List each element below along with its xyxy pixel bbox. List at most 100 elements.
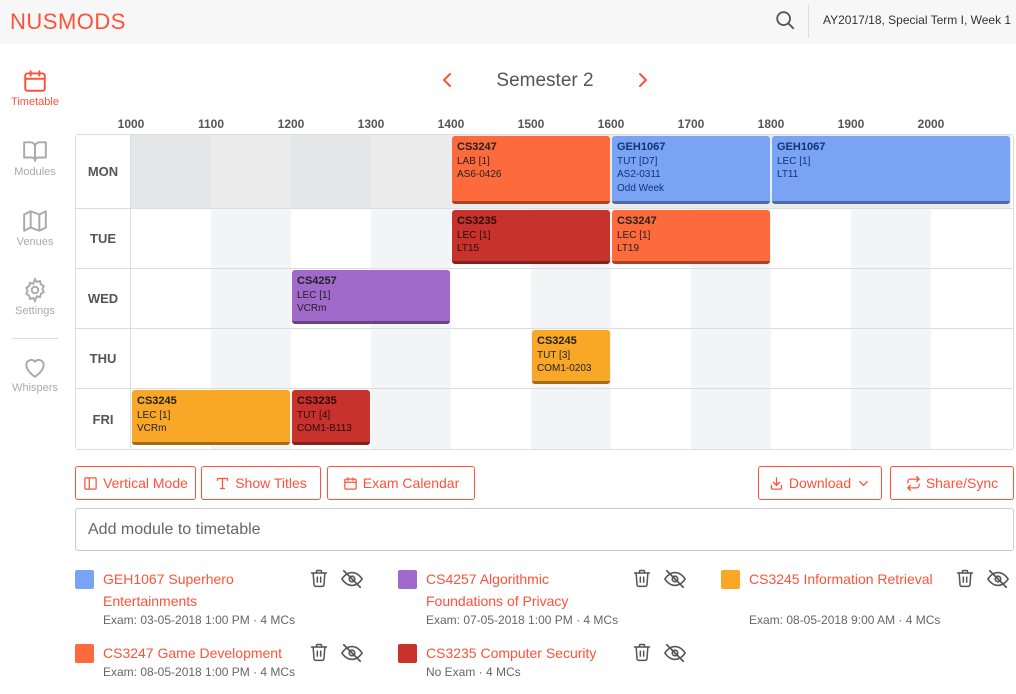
download-button[interactable]: Download [758, 466, 882, 500]
lesson-block[interactable]: CS3235 LEC [1] LT15 [452, 210, 610, 264]
lesson-block[interactable]: CS3247 LAB [1] AS6-0426 [452, 136, 610, 204]
lesson-block[interactable]: GEH1067 TUT [D7] AS2-0311 Odd Week [612, 136, 770, 204]
hour-cell [211, 209, 291, 268]
day-label: WED [76, 269, 131, 328]
module-title-link[interactable]: CS3245 Information Retrieval [749, 571, 933, 587]
vertical-mode-label: Vertical Mode [103, 475, 188, 491]
module-title-link[interactable]: CS3235 Computer Security [426, 645, 597, 661]
lesson-type: TUT [4] [297, 409, 331, 421]
map-icon [23, 210, 47, 232]
lesson-block[interactable]: CS3247 LEC [1] LT19 [612, 210, 770, 264]
day-label: MON [76, 135, 131, 208]
download-icon [770, 476, 782, 490]
lesson-block[interactable]: CS3245 LEC [1] VCRm [132, 390, 290, 445]
sidebar-item-label: Modules [14, 166, 56, 178]
lesson-venue: LT19 [617, 243, 640, 254]
sidebar-item-label: Whispers [12, 382, 58, 394]
hour-cell [291, 329, 371, 388]
hide-module-button[interactable] [663, 642, 687, 664]
lesson-block[interactable]: CS3245 TUT [3] COM1-0203 [532, 330, 610, 384]
hide-module-button[interactable] [986, 568, 1010, 590]
module-color-swatch[interactable] [75, 644, 94, 663]
hour-cell [451, 389, 531, 449]
hour-label: 1500 [517, 117, 545, 131]
day-label: FRI [76, 389, 131, 449]
hour-cell [131, 329, 211, 388]
vertical-mode-button[interactable]: Vertical Mode [75, 466, 196, 500]
lesson-type: LEC [1] [617, 229, 651, 241]
hide-module-button[interactable] [340, 642, 364, 664]
lesson-code: GEH1067 [777, 141, 826, 153]
hour-cell [531, 389, 611, 449]
remove-module-button[interactable] [309, 568, 329, 590]
module-color-swatch[interactable] [398, 644, 417, 663]
type-icon [217, 477, 229, 489]
module-color-swatch[interactable] [721, 570, 740, 589]
eye-off-icon [340, 643, 364, 663]
eye-off-icon [340, 569, 364, 589]
remove-module-button[interactable] [632, 642, 652, 664]
previous-semester-button[interactable] [436, 68, 460, 92]
lesson-type: LEC [1] [297, 289, 331, 301]
day-row-thu: THU CS3245 TUT [3] COM1-0203 [76, 329, 1013, 389]
module-color-swatch[interactable] [75, 570, 94, 589]
next-semester-button[interactable] [630, 68, 654, 92]
hide-module-button[interactable] [340, 568, 364, 590]
module-exam-info: Exam: 03-05-2018 1:00 PM · 4 MCs [103, 613, 296, 627]
module-color-swatch[interactable] [398, 570, 417, 589]
hour-cell [371, 329, 451, 388]
search-button[interactable] [774, 9, 800, 35]
sidebar-item-whispers[interactable]: Whispers [0, 354, 70, 410]
lesson-type: LAB [1] [457, 155, 490, 167]
trash-icon [310, 643, 328, 662]
module-list-item: CS3247 Game Development Exam: 08-05-2018 … [75, 642, 395, 694]
sidebar-item-settings[interactable]: Settings [0, 277, 70, 333]
hour-cell [131, 209, 211, 268]
add-module-input[interactable] [75, 508, 1014, 551]
show-titles-button[interactable]: Show Titles [201, 466, 321, 500]
hour-label: 1600 [597, 117, 625, 131]
trash-icon [633, 569, 651, 588]
hour-cell [771, 209, 851, 268]
lesson-block[interactable]: CS3235 TUT [4] COM1-B113 [292, 390, 370, 445]
trash-icon [956, 569, 974, 588]
lesson-type: LEC [1] [137, 409, 171, 421]
module-list-item: GEH1067 Superhero Entertainments Exam: 03… [75, 568, 395, 638]
hour-cell [691, 329, 771, 388]
sidebar-divider [12, 338, 58, 339]
chevron-down-icon [859, 480, 868, 486]
lesson-type: TUT [D7] [617, 155, 658, 167]
module-title-link[interactable]: CS3247 Game Development [103, 645, 282, 661]
lesson-block[interactable]: CS4257 LEC [1] VCRm [292, 270, 450, 324]
hour-label: 1000 [117, 117, 145, 131]
remove-module-button[interactable] [309, 642, 329, 664]
sidebar-item-modules[interactable]: Modules [0, 138, 70, 194]
share-sync-button[interactable]: Share/Sync [890, 466, 1014, 500]
sidebar-item-timetable[interactable]: Timetable [0, 68, 70, 124]
sidebar-item-venues[interactable]: Venues [0, 208, 70, 264]
hour-cell [851, 389, 931, 449]
trash-icon [633, 643, 651, 662]
hour-cell [211, 269, 291, 328]
day-label: TUE [76, 209, 131, 268]
repeat-icon [907, 475, 920, 491]
hour-label: 1100 [197, 117, 225, 131]
hour-cell [611, 329, 691, 388]
remove-module-button[interactable] [632, 568, 652, 590]
trash-icon [310, 569, 328, 588]
lesson-venue: LT11 [777, 169, 799, 180]
day-row-wed: WED CS4257 LEC [1] VCRm [76, 269, 1013, 329]
lesson-type: TUT [3] [537, 349, 571, 361]
nusmods-logo[interactable]: NUSMODS [10, 9, 126, 34]
remove-module-button[interactable] [955, 568, 975, 590]
module-title-link[interactable]: CS4257 Algorithmic Foundations of Privac… [426, 571, 569, 609]
hide-module-button[interactable] [663, 568, 687, 590]
lesson-block[interactable]: GEH1067 LEC [1] LT11 [772, 136, 1010, 204]
chevron-left-icon [443, 73, 451, 87]
hour-cell [131, 269, 211, 328]
hour-label: 1400 [437, 117, 465, 131]
module-title-link[interactable]: GEH1067 Superhero Entertainments [103, 571, 234, 609]
exam-calendar-button[interactable]: Exam Calendar [327, 466, 475, 500]
hour-cell [851, 329, 931, 388]
lesson-code: CS3235 [457, 215, 497, 227]
